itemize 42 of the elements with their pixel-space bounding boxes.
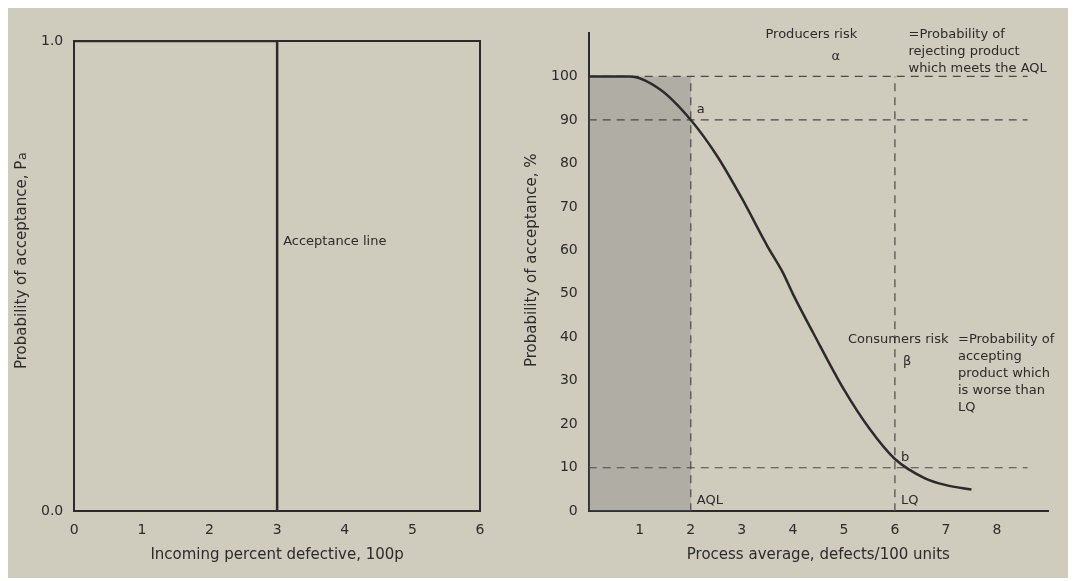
x-tick-label: 0: [69, 521, 79, 538]
annotation: =Probability of accepting product which is worse than LQ: [958, 330, 1055, 414]
x-tick-label: 6: [475, 521, 485, 538]
y-tick-label: 30: [559, 371, 578, 388]
y-tick-label: 1.0: [41, 31, 64, 48]
x-tick-label: 1: [137, 521, 147, 538]
annotation: LQ: [900, 492, 919, 508]
x-tick-label: 2: [205, 521, 214, 538]
y-axis-title: Probability of acceptance, %: [522, 152, 540, 370]
y-tick-label: 100: [550, 67, 578, 84]
y-tick-label: 40: [559, 327, 578, 344]
y-tick-label: 60: [559, 241, 578, 257]
annotation: b: [900, 448, 910, 464]
annotation: Producers risk: [765, 25, 858, 41]
annotation: β: [903, 353, 912, 369]
x-tick-label: 3: [737, 521, 747, 538]
y-tick-label: 80: [559, 154, 578, 171]
x-tick-label: 1: [635, 521, 645, 538]
x-tick-label: 2: [686, 521, 696, 538]
x-tick-label: 5: [839, 521, 849, 538]
x-tick-label: 7: [941, 521, 951, 538]
y-tick-label: 0.0: [41, 501, 64, 518]
y-tick-label: 20: [559, 414, 578, 431]
x-axis-title: Incoming percent defective, 100p: [150, 544, 404, 563]
x-tick-label: 6: [890, 521, 900, 538]
y-tick-label: 0: [568, 501, 578, 518]
y-tick-label: 90: [559, 110, 578, 127]
annotation: Consumers risk: [848, 330, 949, 346]
annotation: AQL: [696, 492, 724, 508]
x-axis-title: Process average, defects/100 units: [686, 544, 951, 563]
y-tick-label: 10: [559, 458, 578, 475]
x-tick-label: 5: [407, 521, 417, 538]
x-tick-label: 8: [992, 521, 1002, 538]
annotation: =Probability of rejecting product which meets the AQL: [908, 25, 1048, 75]
annotation: α: [831, 47, 841, 63]
y-tick-label: 70: [559, 197, 578, 214]
annotation: a: [696, 100, 705, 116]
x-tick-label: 4: [340, 521, 350, 538]
annotation: Acceptance line: [283, 233, 387, 249]
x-tick-label: 3: [272, 521, 282, 538]
y-tick-label: 50: [559, 284, 578, 301]
x-tick-label: 4: [788, 521, 798, 538]
